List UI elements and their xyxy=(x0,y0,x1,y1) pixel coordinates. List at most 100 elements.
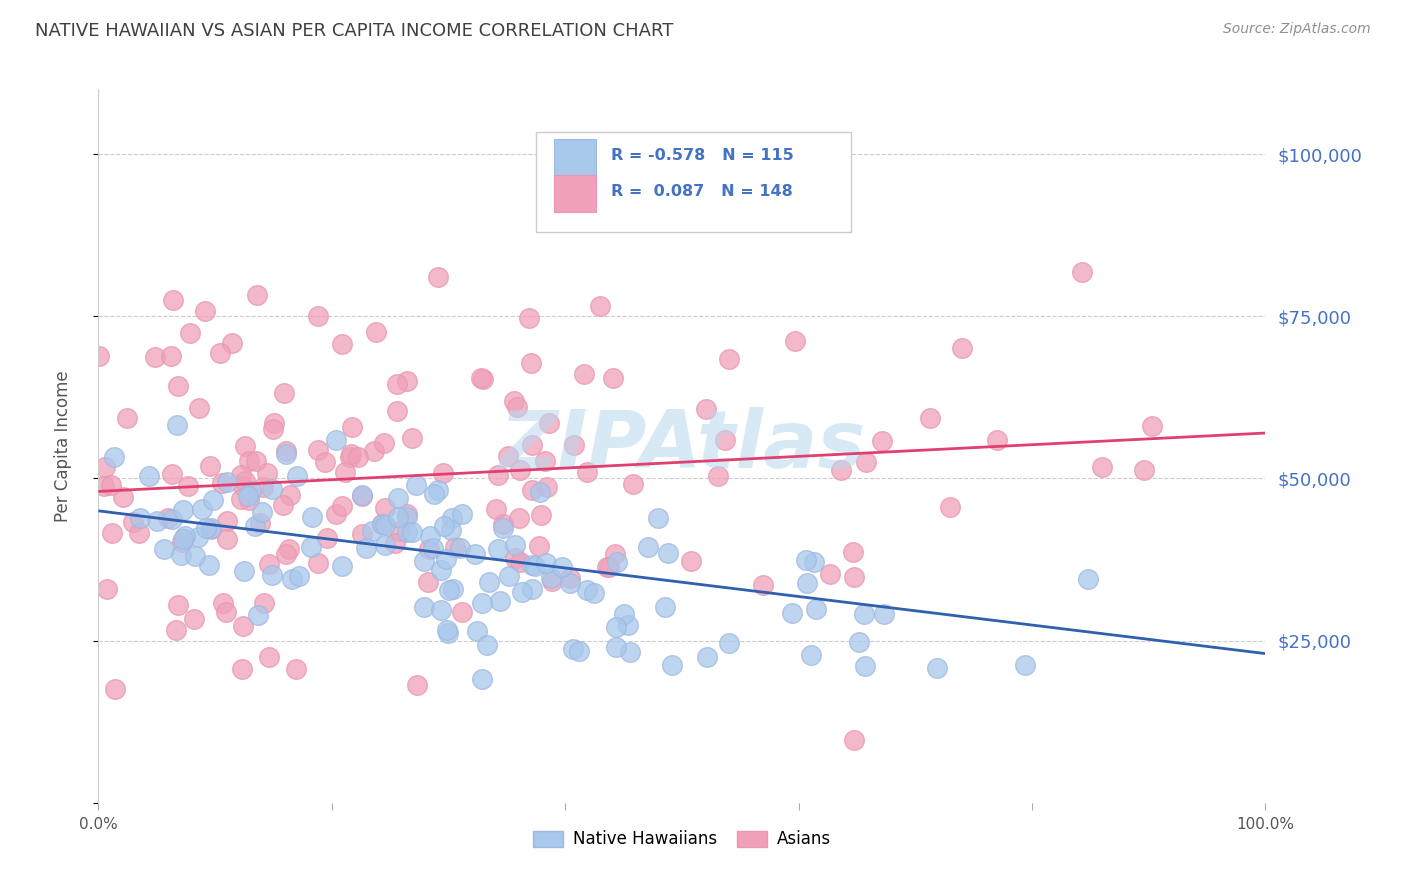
Point xyxy=(325,507,347,521)
Point xyxy=(288,568,311,582)
Point xyxy=(325,433,347,447)
Point xyxy=(162,293,184,308)
Point xyxy=(496,449,519,463)
Point xyxy=(752,577,775,591)
Point xyxy=(470,371,492,385)
Point xyxy=(172,535,194,549)
Point xyxy=(396,510,419,524)
Point xyxy=(263,416,285,430)
Point xyxy=(103,682,125,697)
Point xyxy=(718,636,741,650)
Point xyxy=(278,542,301,557)
Point xyxy=(93,478,115,492)
Point xyxy=(503,394,526,409)
Point xyxy=(307,309,329,323)
Point xyxy=(172,532,194,546)
Point xyxy=(285,662,308,676)
Point xyxy=(560,571,582,585)
Point xyxy=(299,541,322,555)
Point xyxy=(441,582,464,597)
Point xyxy=(174,528,197,542)
Point xyxy=(231,662,253,676)
Point xyxy=(233,439,256,453)
Point xyxy=(371,516,394,531)
Point xyxy=(278,488,301,502)
Point xyxy=(471,672,494,686)
Point xyxy=(209,346,232,360)
Point xyxy=(529,539,551,553)
Point xyxy=(121,515,143,529)
Point xyxy=(509,555,531,569)
Point xyxy=(637,540,659,554)
Point xyxy=(363,444,385,458)
Point xyxy=(506,401,529,415)
Point xyxy=(498,569,520,583)
Point xyxy=(433,519,456,533)
Point xyxy=(613,607,636,622)
Point xyxy=(249,516,271,530)
Point xyxy=(575,465,598,479)
Point xyxy=(422,487,444,501)
Point xyxy=(520,356,543,370)
Point xyxy=(1133,463,1156,477)
Point xyxy=(252,505,274,519)
Point xyxy=(503,551,526,566)
Point xyxy=(352,526,374,541)
Point xyxy=(707,469,730,483)
Point xyxy=(401,431,423,445)
Point xyxy=(401,524,423,539)
Point xyxy=(253,596,276,610)
Text: R =  0.087   N = 148: R = 0.087 N = 148 xyxy=(610,184,793,199)
Point xyxy=(430,563,453,577)
Point xyxy=(605,620,627,634)
Point xyxy=(509,463,531,477)
Point xyxy=(562,438,585,452)
Point xyxy=(354,541,377,555)
Point xyxy=(395,374,418,388)
Point xyxy=(647,511,669,525)
Point xyxy=(654,599,676,614)
Point xyxy=(179,326,201,340)
Point xyxy=(536,480,558,494)
Point xyxy=(339,450,361,465)
Point xyxy=(1077,572,1099,586)
Point xyxy=(568,644,591,658)
Point xyxy=(128,526,150,541)
Point xyxy=(188,401,211,415)
Point xyxy=(436,625,458,640)
Point xyxy=(717,352,740,367)
Point xyxy=(1140,419,1163,434)
Point xyxy=(422,541,444,556)
Point xyxy=(307,557,329,571)
Point xyxy=(232,564,254,578)
Point xyxy=(200,522,222,536)
Point xyxy=(873,607,896,622)
Point xyxy=(523,558,546,573)
Point xyxy=(451,507,474,521)
Point xyxy=(165,623,187,637)
Point xyxy=(274,444,297,458)
Point xyxy=(503,538,526,552)
Point xyxy=(194,304,217,318)
Point xyxy=(426,269,449,284)
Point xyxy=(187,530,209,544)
Point xyxy=(101,526,124,541)
Point xyxy=(370,516,392,531)
Point xyxy=(87,349,110,363)
Point xyxy=(872,434,894,448)
Point xyxy=(416,574,439,589)
Point xyxy=(796,575,818,590)
Text: R = -0.578   N = 115: R = -0.578 N = 115 xyxy=(610,148,793,163)
Point xyxy=(485,502,508,516)
Point xyxy=(695,401,717,416)
FancyBboxPatch shape xyxy=(554,139,596,177)
Point xyxy=(247,608,270,623)
Point xyxy=(657,546,679,560)
Point xyxy=(714,433,737,447)
Point xyxy=(221,336,243,351)
Point xyxy=(238,454,260,468)
Point xyxy=(307,443,329,458)
Point xyxy=(281,572,304,586)
Point xyxy=(529,485,551,500)
Point xyxy=(231,491,253,506)
